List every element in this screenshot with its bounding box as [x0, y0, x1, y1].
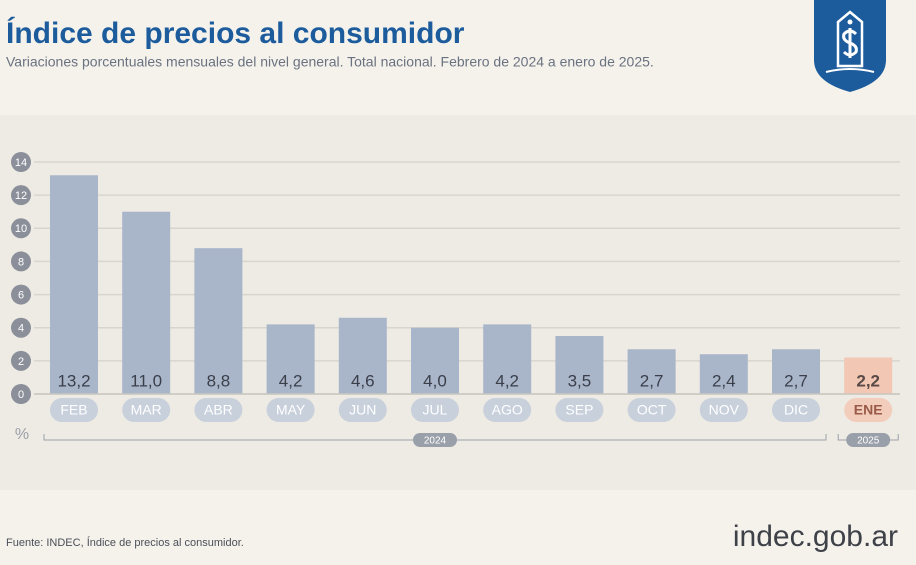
x-tick-label: SEP — [565, 402, 593, 418]
y-tick-badge — [11, 185, 31, 206]
category-pill — [555, 398, 604, 422]
x-tick-label: AGO — [492, 402, 523, 418]
category-pill — [266, 398, 315, 422]
category-pill — [194, 398, 243, 422]
value-label: 4,2 — [279, 371, 303, 390]
category-pill — [122, 398, 171, 422]
group-pill — [413, 433, 457, 447]
value-label: 11,0 — [130, 371, 162, 390]
bar — [50, 175, 98, 394]
value-label: 4,2 — [495, 371, 519, 390]
y-tick-badge — [11, 317, 31, 338]
category-pill — [338, 398, 387, 422]
logo-icon — [814, 0, 886, 92]
x-tick-label: DIC — [784, 402, 808, 418]
bar — [338, 317, 387, 394]
value-label: 4,0 — [423, 371, 447, 390]
category-pill — [411, 398, 459, 422]
y-tick-badge — [11, 350, 31, 371]
source-note: Fuente: INDEC, Índice de precios al cons… — [6, 536, 244, 549]
bar — [844, 357, 893, 394]
bar — [411, 327, 459, 394]
value-label: 2,2 — [856, 371, 880, 390]
chart-title: Índice de precios al consumidor — [6, 16, 465, 50]
value-label: 2,7 — [640, 371, 664, 390]
y-tick-badge — [11, 251, 31, 272]
value-label: 8,8 — [207, 371, 231, 390]
bar — [555, 336, 604, 394]
category-pill — [699, 398, 748, 422]
y-unit: % — [15, 426, 29, 443]
brand: indec.gob.ar — [733, 520, 898, 553]
chart-subtitle: Variaciones porcentuales mensuales del n… — [6, 54, 654, 70]
bar — [266, 324, 315, 394]
y-tick-label: 8 — [18, 256, 24, 268]
bar — [194, 248, 243, 394]
bar — [483, 324, 532, 394]
value-label: 2,4 — [712, 371, 736, 390]
y-tick-label: 10 — [15, 223, 27, 235]
x-tick-label: FEB — [60, 402, 87, 418]
y-tick-label: 14 — [15, 157, 27, 169]
group-label: 2024 — [424, 436, 447, 447]
y-tick-label: 0 — [18, 389, 24, 401]
x-tick-label: MAR — [131, 402, 162, 418]
category-pill — [844, 398, 893, 422]
y-tick-label: 12 — [15, 190, 27, 202]
bar — [627, 349, 676, 394]
value-label: 13,2 — [57, 371, 90, 390]
bar — [122, 211, 171, 394]
y-tick-badge — [11, 152, 31, 172]
y-tick-label: 6 — [18, 289, 24, 301]
x-tick-label: ENE — [854, 402, 883, 418]
y-tick-badge — [11, 384, 31, 404]
group-label: 2025 — [857, 436, 880, 447]
category-pill — [772, 398, 820, 422]
bar — [772, 349, 820, 394]
y-tick-label: 2 — [18, 356, 24, 368]
x-tick-label: ABR — [204, 402, 233, 418]
y-tick-badge — [11, 284, 31, 305]
x-tick-label: OCT — [637, 402, 667, 418]
value-label: 3,5 — [568, 371, 592, 390]
x-tick-label: MAY — [276, 402, 306, 418]
category-pill — [627, 398, 676, 422]
bar — [699, 354, 748, 394]
category-pill — [483, 398, 532, 422]
x-tick-label: JUN — [349, 402, 376, 418]
value-label: 4,6 — [351, 371, 375, 390]
y-tick-badge — [11, 218, 31, 239]
y-tick-label: 4 — [18, 323, 24, 335]
x-tick-label: NOV — [709, 402, 740, 418]
x-tick-label: JUL — [423, 402, 448, 418]
group-pill — [846, 433, 891, 447]
category-pill — [50, 398, 98, 422]
value-label: 2,7 — [784, 371, 808, 390]
